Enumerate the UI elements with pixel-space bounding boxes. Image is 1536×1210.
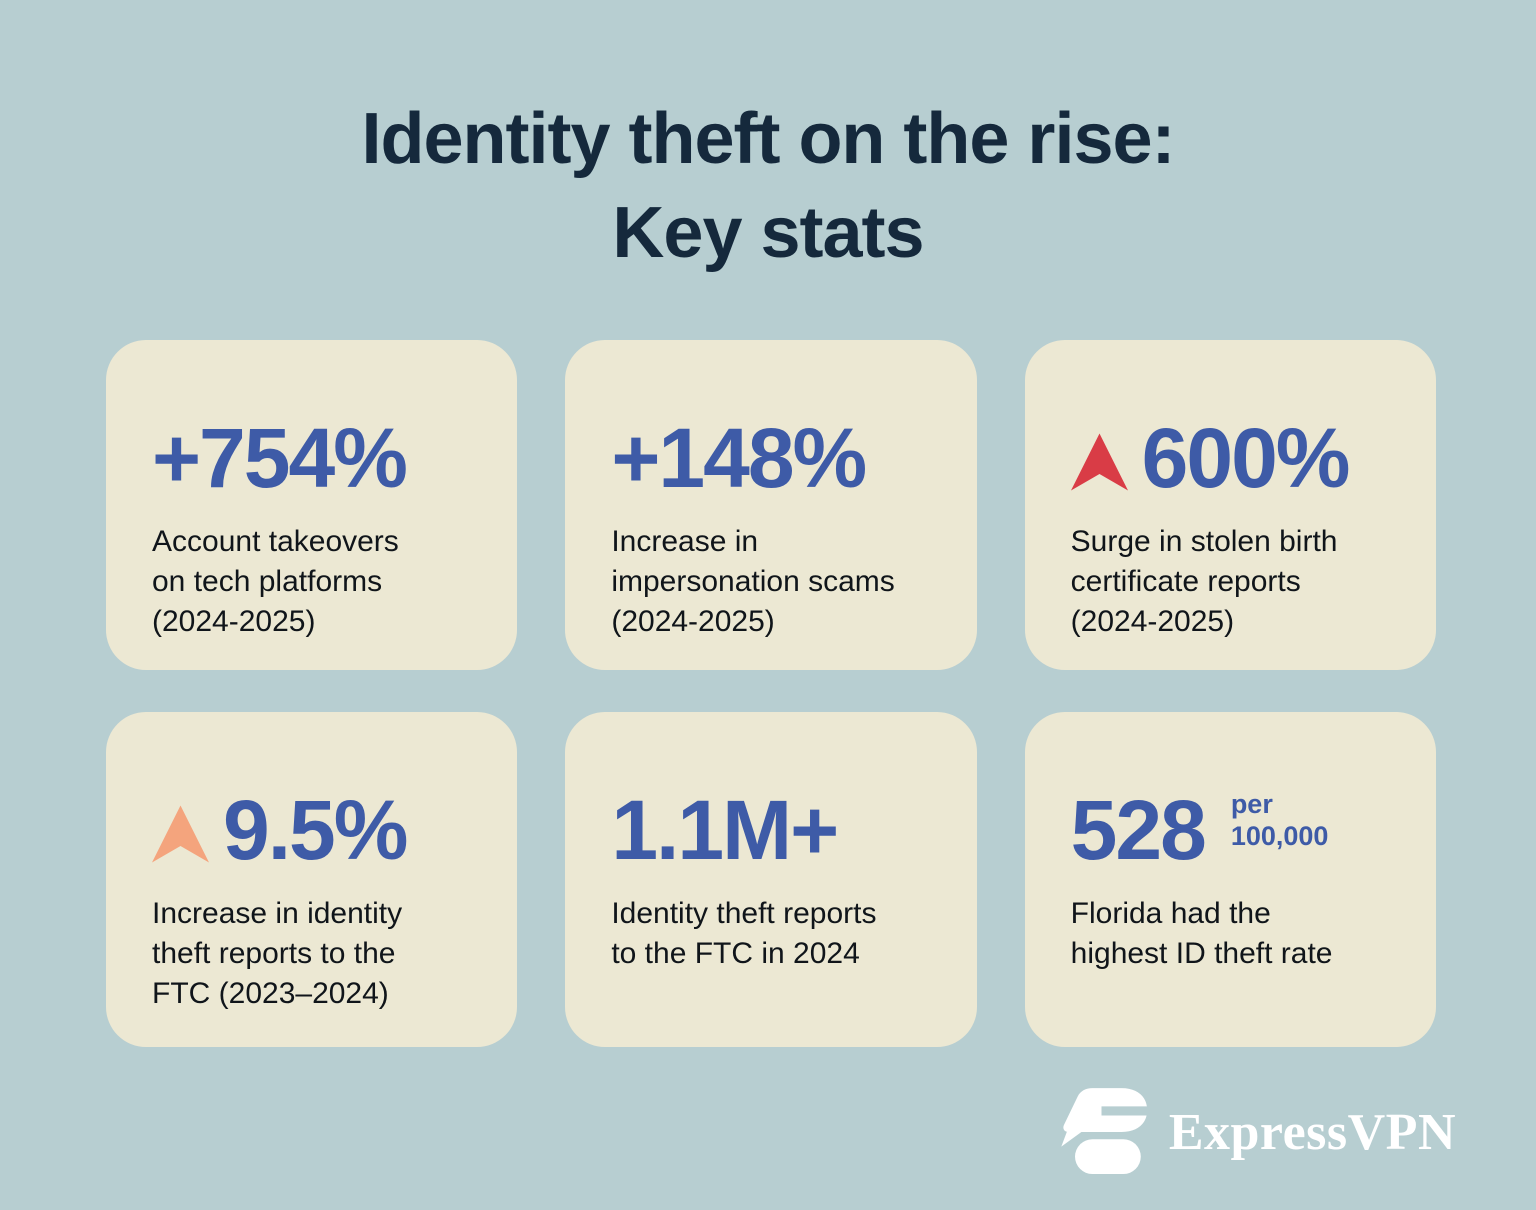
stat-description: Identity theft reports to the FTC in 202… [611,897,877,970]
stat-card-birth-certificates: 600% Surge in stolen birth certificate r… [1024,340,1436,670]
stat-description: Surge in stolen birth certificate report… [1070,525,1338,638]
stat-value-row: 9.5% [152,788,479,872]
stat-value-row: +754% [152,416,479,500]
stat-value-row: +148% [611,416,938,500]
stat-value-unit: per 100,000 [1230,789,1329,852]
stat-description: Increase in impersonation scams (2024-20… [611,525,895,638]
brand-logo: ExpressVPN [1054,1086,1456,1178]
stat-value: 9.5% [223,783,408,877]
up-arrow-icon [152,801,209,867]
brand-wordmark: ExpressVPN [1168,1103,1456,1161]
stat-description: Increase in identity theft reports to th… [152,897,403,1010]
stat-value: 528 [1070,783,1207,877]
stat-card-impersonation-scams: +148% Increase in impersonation scams (2… [565,340,977,670]
stat-value-row: 1.1M+ [611,788,938,872]
expressvpn-icon [1054,1086,1149,1178]
stat-card-ftc-increase: 9.5% Increase in identity theft reports … [106,712,518,1047]
up-arrow-icon [1070,429,1128,495]
stats-grid: +754% Account takeovers on tech platform… [106,340,1436,1047]
stat-value-row: 528 per 100,000 [1071,788,1398,872]
stat-value: +148% [611,411,867,505]
page-title: Identity theft on the rise: Key stats [361,99,1175,274]
stat-card-florida-rate: 528 per 100,000 Florida had the highest … [1024,712,1436,1047]
stat-value-row: 600% [1070,411,1398,505]
stat-value: 600% [1141,411,1351,505]
stat-card-ftc-reports: 1.1M+ Identity theft reports to the FTC … [565,712,977,1047]
stat-description: Account takeovers on tech platforms (202… [152,525,399,638]
stat-card-account-takeovers: +754% Account takeovers on tech platform… [106,340,518,670]
stat-value: +754% [152,411,408,505]
stat-description: Florida had the highest ID theft rate [1070,897,1333,970]
stat-value: 1.1M+ [611,783,839,877]
